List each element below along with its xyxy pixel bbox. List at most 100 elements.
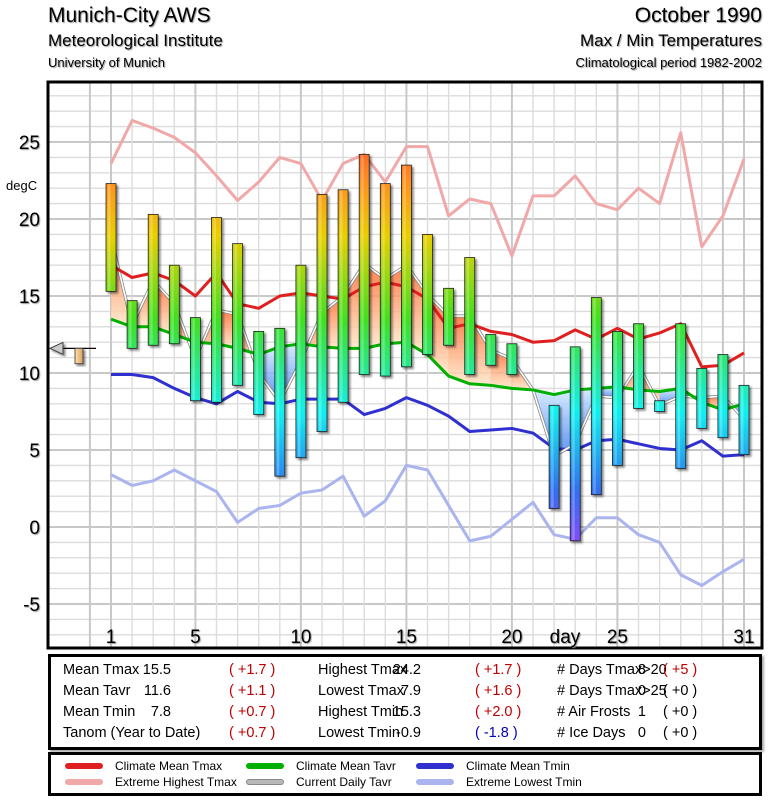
stat-label: Highest Tmin — [318, 704, 404, 720]
institute-title: Meteorological Institute — [48, 31, 223, 50]
legend-swatch-icon — [246, 779, 284, 785]
x-tick-label: 1 — [106, 627, 117, 648]
stat-value: 7.8 — [150, 704, 171, 720]
day-bar-highlight — [234, 244, 238, 385]
day-bar-highlight — [361, 155, 364, 374]
stat-deviation: ( +5 ) — [663, 662, 698, 678]
day-bar-8 — [253, 331, 265, 415]
y-tick-label: 0 — [29, 518, 40, 539]
day-bar-highlight — [677, 324, 681, 468]
day-bar-highlight — [171, 266, 174, 343]
day-bar-highlight — [297, 266, 301, 457]
day-bar-highlight — [698, 369, 702, 428]
station-title: Munich-City AWS — [48, 4, 211, 27]
day-bar-4 — [168, 264, 180, 345]
x-tick-label: 10 — [290, 627, 311, 648]
day-bar-highlight — [382, 184, 385, 376]
month-title: October 1990 — [634, 4, 762, 27]
stat-label: # Days Tmax>20 — [557, 662, 667, 678]
day-bar-23 — [569, 346, 581, 542]
day-bar-6 — [211, 217, 222, 403]
x-tick-label: 20 — [501, 627, 522, 648]
day-bar-highlight — [593, 298, 596, 494]
chart-subtitle: Max / Min Temperatures — [579, 31, 762, 50]
period-title: Climatological period 1982-2002 — [575, 55, 762, 70]
day-bar-highlight — [719, 355, 723, 437]
day-bar-1 — [105, 183, 117, 292]
daily-bars — [105, 153, 750, 542]
stat-label: # Air Frosts — [557, 704, 631, 720]
day-bar-highlight — [656, 401, 660, 411]
stat-label: Mean Tavr — [63, 683, 131, 699]
legend-label: Extreme Lowest Tmin — [466, 775, 582, 789]
stat-value: -0.9 — [396, 725, 421, 741]
stat-deviation: ( +0 ) — [663, 683, 698, 699]
day-bar-3 — [147, 213, 159, 346]
day-bar-2 — [126, 300, 138, 349]
day-bar-25 — [612, 331, 623, 466]
y-tick-label: 5 — [29, 441, 40, 462]
stat-deviation: ( +0 ) — [663, 704, 698, 720]
stat-value: 24.2 — [392, 662, 421, 678]
stat-deviation: ( +2.0 ) — [475, 704, 522, 720]
legend-label: Current Daily Tavr — [296, 775, 392, 789]
stat-value: 1 — [637, 704, 646, 720]
day-bar-highlight — [424, 235, 427, 354]
day-bar-highlight — [487, 335, 491, 365]
day-bar-30 — [717, 354, 729, 439]
day-bar-17 — [443, 287, 455, 346]
ytd-anomaly-marker — [48, 341, 96, 365]
day-bar-highlight — [108, 184, 111, 291]
day-bar-highlight — [741, 386, 744, 454]
day-bar-9 — [274, 327, 286, 477]
legend-item: Extreme Lowest Tmin — [416, 775, 582, 789]
day-bar-20 — [506, 343, 518, 375]
legend: Climate Mean Tmax Climate Mean Tavr Climat… — [48, 752, 762, 796]
extreme-lowest-tmin-line — [110, 463, 745, 588]
x-tick-label: 25 — [607, 627, 628, 648]
x-axis-label: day — [550, 627, 581, 648]
stat-deviation: ( +1.7 ) — [475, 662, 522, 678]
stat-label: # Days Tmax>25 — [557, 683, 667, 699]
day-bar-11 — [316, 193, 328, 432]
stat-label: Tanom (Year to Date) — [63, 725, 201, 741]
day-bar-highlight — [192, 318, 195, 400]
legend-label: Climate Mean Tavr — [296, 759, 396, 773]
climate-mean-tmin-line — [111, 373, 745, 458]
x-tick-label: 15 — [396, 627, 417, 648]
day-bar-26 — [633, 323, 644, 409]
stat-value: 15.5 — [142, 662, 171, 678]
y-tick-labels: -5 0 5 10 15 20 25 — [19, 133, 40, 616]
day-bar-29 — [696, 367, 708, 429]
day-bar-highlight — [255, 332, 259, 414]
day-bar-highlight — [150, 215, 153, 345]
stat-value: 8 — [637, 662, 646, 678]
y-tick-label: 10 — [19, 364, 40, 385]
extreme-highest-tmax-line — [109, 118, 746, 258]
day-bar-highlight — [129, 301, 132, 348]
stat-deviation: ( -1.8 ) — [475, 725, 518, 741]
legend-label: Climate Mean Tmin — [466, 759, 570, 773]
y-tick-label: 15 — [19, 287, 40, 308]
y-tick-label: 20 — [19, 210, 40, 231]
day-bar-10 — [295, 264, 307, 459]
day-bar-16 — [422, 233, 433, 355]
day-bar-highlight — [319, 195, 322, 431]
day-bar-highlight — [466, 258, 470, 374]
day-bar-highlight — [614, 332, 617, 465]
stat-value: 0 — [637, 725, 646, 741]
day-bar-18 — [464, 257, 476, 375]
day-bar-7 — [232, 243, 244, 386]
stat-value: 15.3 — [392, 704, 421, 720]
stat-label: Lowest Tmin — [318, 725, 400, 741]
day-bar-highlight — [403, 166, 406, 366]
day-bar-15 — [400, 164, 412, 368]
statistics-panel: Mean Tmax 15.5 ( +1.7 ) Mean Tavr 11.6 ( +1.1… — [48, 654, 762, 750]
y-tick-label: 25 — [19, 133, 40, 154]
stat-label: Lowest Tmax — [318, 683, 404, 699]
plot-frame — [46, 80, 764, 650]
stat-value: 0 — [637, 683, 646, 699]
legend-swatch-icon — [416, 763, 454, 769]
legend-item: Climate Mean Tmax — [65, 759, 222, 773]
